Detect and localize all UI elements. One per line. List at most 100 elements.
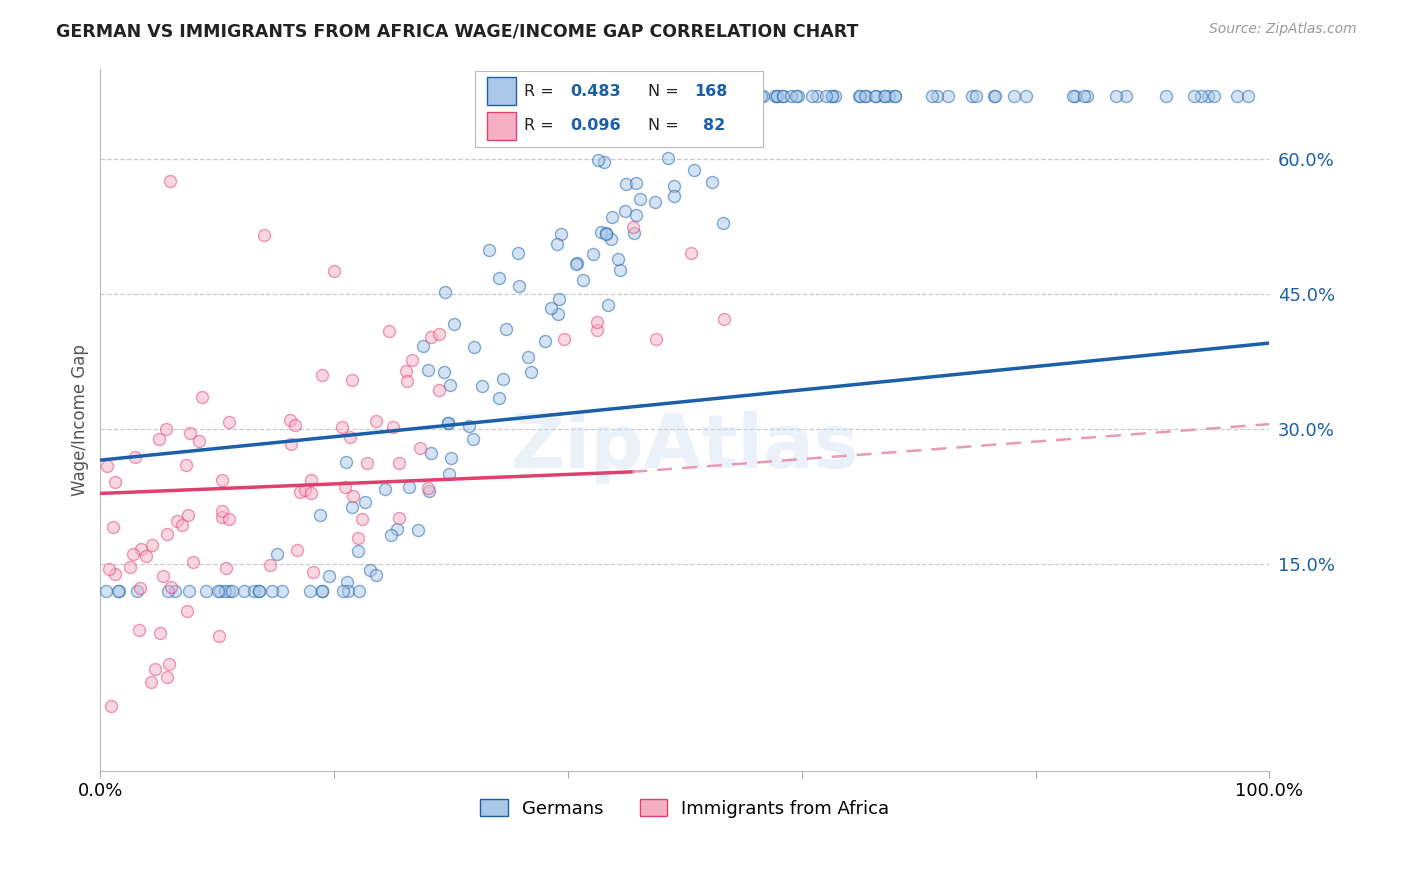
- Point: [586, 323, 609, 337]
- Point: [585, 315, 607, 329]
- Point: [129, 541, 152, 556]
- Point: [488, 270, 510, 285]
- Point: [824, 88, 846, 103]
- Point: [443, 318, 465, 332]
- Point: [766, 88, 789, 103]
- Point: [679, 246, 702, 260]
- Point: [159, 174, 181, 188]
- Text: 0.096: 0.096: [571, 119, 621, 134]
- Point: [772, 88, 794, 103]
- Point: [298, 583, 321, 598]
- Point: [540, 301, 562, 315]
- Point: [621, 219, 644, 234]
- Point: [865, 88, 887, 103]
- Point: [409, 441, 432, 455]
- Point: [128, 581, 150, 595]
- Point: [232, 583, 254, 598]
- Point: [157, 657, 180, 672]
- Point: [662, 188, 685, 202]
- Point: [100, 698, 122, 713]
- Point: [1105, 88, 1128, 103]
- Point: [613, 203, 636, 218]
- Point: [713, 216, 735, 230]
- Point: [96, 459, 118, 474]
- Point: [821, 88, 844, 103]
- Point: [395, 363, 418, 377]
- Point: [815, 88, 838, 103]
- Point: [135, 549, 157, 564]
- Point: [122, 547, 145, 561]
- Point: [873, 88, 896, 103]
- Point: [335, 454, 357, 468]
- Point: [879, 88, 901, 103]
- Point: [406, 523, 429, 537]
- Point: [427, 327, 450, 342]
- Point: [209, 583, 232, 598]
- Point: [785, 88, 807, 103]
- Point: [128, 623, 150, 637]
- Point: [218, 415, 240, 429]
- Point: [191, 390, 214, 404]
- Point: [884, 88, 907, 103]
- Point: [270, 583, 292, 598]
- Point: [214, 583, 236, 598]
- Point: [936, 88, 959, 103]
- Point: [385, 522, 408, 536]
- Point: [547, 308, 569, 322]
- Point: [373, 483, 395, 497]
- Point: [342, 489, 364, 503]
- Point: [721, 88, 744, 103]
- Point: [921, 88, 943, 103]
- Point: [658, 109, 681, 123]
- Point: [247, 583, 270, 598]
- Point: [960, 88, 983, 103]
- Point: [645, 88, 668, 103]
- Point: [763, 88, 786, 103]
- Point: [359, 563, 381, 577]
- Point: [104, 567, 127, 582]
- Point: [863, 88, 886, 103]
- Point: [1002, 88, 1025, 103]
- Point: [749, 88, 772, 103]
- Point: [1115, 88, 1137, 103]
- Point: [516, 350, 538, 364]
- Point: [689, 94, 711, 108]
- Point: [354, 495, 377, 509]
- Bar: [486, 78, 516, 104]
- Point: [1064, 88, 1087, 103]
- Point: [702, 88, 724, 103]
- Point: [458, 419, 481, 434]
- Point: [1073, 88, 1095, 103]
- Point: [188, 434, 211, 449]
- Point: [741, 88, 763, 103]
- Point: [419, 330, 441, 344]
- Point: [740, 88, 762, 103]
- Point: [436, 416, 458, 430]
- Point: [565, 256, 588, 270]
- Point: [330, 420, 353, 434]
- Point: [108, 583, 131, 598]
- Point: [664, 178, 686, 193]
- Point: [156, 583, 179, 598]
- Text: 0.483: 0.483: [571, 84, 621, 99]
- Point: [311, 368, 333, 383]
- Point: [366, 567, 388, 582]
- Point: [120, 560, 142, 574]
- Point: [155, 422, 177, 436]
- Point: [211, 510, 233, 524]
- Point: [1062, 88, 1084, 103]
- Point: [179, 425, 201, 440]
- Text: 168: 168: [695, 84, 728, 99]
- Point: [883, 88, 905, 103]
- Point: [437, 417, 460, 431]
- Point: [849, 88, 872, 103]
- Point: [595, 227, 617, 241]
- Point: [124, 450, 146, 465]
- Point: [380, 528, 402, 542]
- Point: [266, 547, 288, 561]
- Point: [419, 446, 441, 460]
- Point: [461, 432, 484, 446]
- Point: [1237, 88, 1260, 103]
- Point: [713, 312, 735, 326]
- Point: [821, 88, 844, 103]
